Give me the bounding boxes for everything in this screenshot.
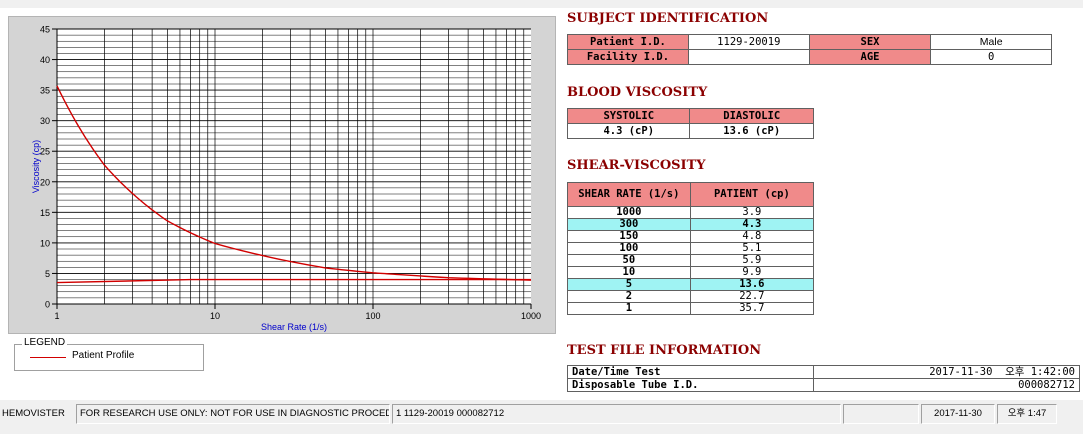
viscosity-chart: 0 5 10 15 20 25 30 35 40 45 1 10 100 1000 Shear Rate (…	[8, 16, 556, 334]
patient-cp-cell: 3.9	[689, 206, 815, 219]
shear-section-title: SHEAR-VISCOSITY	[567, 158, 706, 173]
legend-title: LEGEND	[22, 337, 68, 348]
blood-section-title: BLOOD VISCOSITY	[567, 85, 708, 100]
shear-row: 10 9.9	[567, 266, 815, 279]
shear-rate-cell: 1000	[567, 206, 691, 219]
subject-table: Patient I.D. 1129-20019 SEX Male Facilit…	[567, 34, 1052, 65]
legend-swatch	[30, 357, 66, 358]
status-notice: FOR RESEARCH USE ONLY: NOT FOR USE IN DI…	[76, 404, 390, 424]
sex-label: SEX	[808, 34, 932, 50]
y-tick-label: 25	[40, 147, 50, 157]
patient-cp-header: PATIENT (cp)	[689, 182, 815, 207]
plot-area	[57, 29, 531, 304]
y-tick-label: 40	[40, 55, 50, 65]
patient-cp-cell: 9.9	[689, 266, 815, 279]
shear-row: 150 4.8	[567, 230, 815, 243]
legend-entry-patient-profile: Patient Profile	[72, 350, 135, 361]
y-tick-label: 30	[40, 116, 50, 126]
diastolic-label: DIASTOLIC	[689, 108, 814, 124]
chart-canvas: 0 5 10 15 20 25 30 35 40 45 1 10 100 1000 Shear Rate (…	[31, 25, 541, 333]
y-tick-label: 20	[40, 177, 50, 187]
shear-rate-cell: 5	[567, 278, 691, 291]
shear-rate-cell: 300	[567, 218, 691, 231]
shear-row: 1 35.7	[567, 302, 815, 315]
status-bar: HEMOVISTER FOR RESEARCH USE ONLY: NOT FO…	[0, 404, 1083, 424]
patient-cp-cell: 4.3	[689, 218, 815, 231]
subject-section-title: SUBJECT IDENTIFICATION	[567, 11, 769, 26]
age-value: 0	[930, 49, 1052, 65]
shear-rate-cell: 150	[567, 230, 691, 243]
facility-id-value	[687, 49, 810, 65]
sex-value: Male	[930, 34, 1052, 50]
age-label: AGE	[808, 49, 932, 65]
x-tick-label: 1000	[521, 311, 541, 321]
y-tick-label: 35	[40, 86, 50, 96]
y-tick-label: 0	[45, 300, 50, 310]
tube-id-value: 000082712	[813, 378, 1080, 392]
x-tick-label: 1	[54, 311, 59, 321]
diastolic-value: 13.6 (cP)	[689, 123, 814, 139]
series-patient-profile-line	[56, 85, 532, 281]
shear-viscosity-table: SHEAR RATE (1/s) PATIENT (cp) 1000 3.9 30…	[567, 182, 815, 315]
status-date: 2017-11-30	[921, 404, 995, 424]
shear-row: 1000 3.9	[567, 206, 815, 219]
systolic-value: 4.3 (cP)	[566, 123, 691, 139]
x-tick-label: 10	[210, 311, 220, 321]
y-tick-label: 5	[45, 269, 50, 279]
x-tick-label: 100	[365, 311, 380, 321]
patient-cp-cell: 4.8	[689, 230, 815, 243]
datetime-value: 2017-11-30 오후 1:42:00	[813, 365, 1080, 379]
patient-id-value: 1129-20019	[687, 34, 810, 50]
x-axis-label: Shear Rate (1/s)	[261, 322, 327, 332]
shear-row-highlighted: 5 13.6	[567, 278, 815, 291]
blood-viscosity-table: SYSTOLIC DIASTOLIC 4.3 (cP) 13.6 (cP)	[566, 108, 814, 139]
shear-rate-cell: 1	[567, 302, 691, 315]
tube-id-label: Disposable Tube I.D.	[566, 378, 815, 392]
series-baseline-line	[56, 278, 531, 284]
y-tick-label: 45	[40, 25, 50, 35]
shear-row: 50 5.9	[567, 254, 815, 267]
status-record: 1 1129-20019 000082712	[392, 404, 841, 424]
facility-id-label: Facility I.D.	[567, 49, 689, 65]
shear-rate-header: SHEAR RATE (1/s)	[567, 182, 691, 207]
datetime-label: Date/Time Test	[566, 365, 815, 379]
shear-row: 100 5.1	[567, 242, 815, 255]
report-panel: 0 5 10 15 20 25 30 35 40 45 1 10 100 1000 Shear Rate (…	[0, 8, 1083, 400]
y-tick-label: 10	[40, 238, 50, 248]
shear-row-highlighted: 300 4.3	[567, 218, 815, 231]
patient-cp-cell: 5.1	[689, 242, 815, 255]
patient-cp-cell: 22.7	[689, 290, 815, 303]
patient-cp-cell: 35.7	[689, 302, 815, 315]
systolic-label: SYSTOLIC	[566, 108, 691, 124]
shear-rate-cell: 100	[567, 242, 691, 255]
legend-box	[14, 344, 204, 371]
patient-cp-cell: 13.6	[689, 278, 815, 291]
shear-row: 2 22.7	[567, 290, 815, 303]
status-empty-pane	[843, 404, 919, 424]
shear-rate-cell: 50	[567, 254, 691, 267]
status-app-name: HEMOVISTER	[2, 408, 65, 419]
shear-rate-cell: 2	[567, 290, 691, 303]
testfile-table: Date/Time Test 2017-11-30 오후 1:42:00 Dis…	[566, 365, 1080, 392]
patient-id-label: Patient I.D.	[567, 34, 689, 50]
status-time: 오후 1:47	[997, 404, 1057, 424]
testfile-section-title: TEST FILE INFORMATION	[567, 343, 762, 358]
patient-cp-cell: 5.9	[689, 254, 815, 267]
y-axis-label: Viscosity (cp)	[31, 140, 41, 193]
shear-rate-cell: 10	[567, 266, 691, 279]
y-tick-label: 15	[40, 208, 50, 218]
